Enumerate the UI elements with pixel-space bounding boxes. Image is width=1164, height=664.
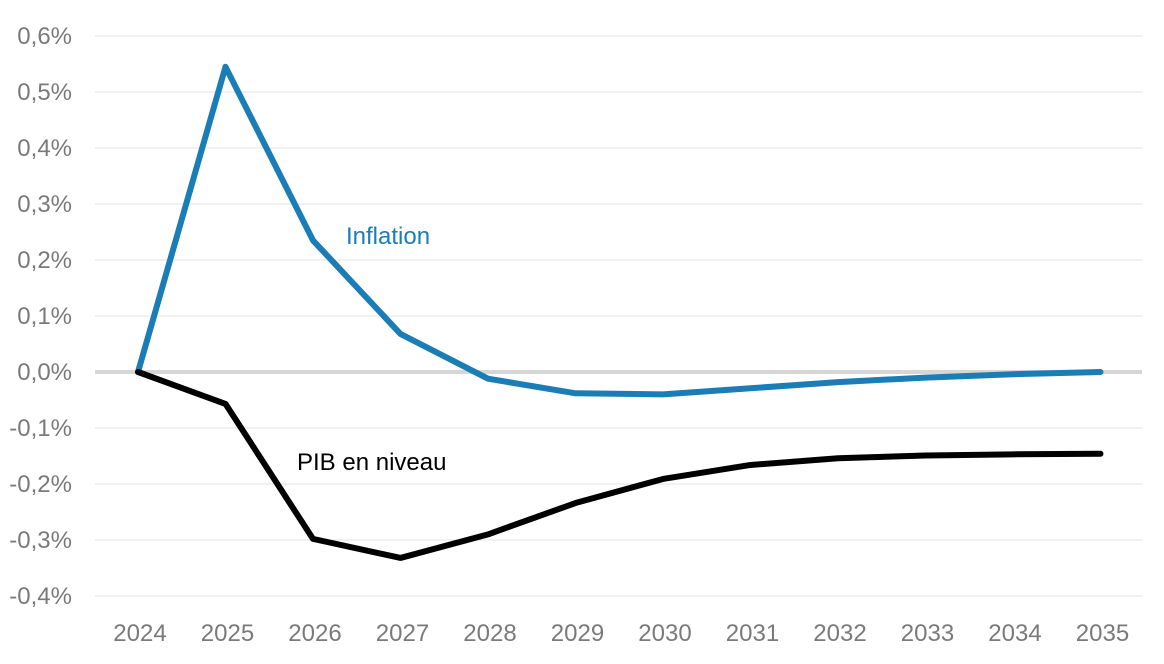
x-tick-label: 2025 (201, 620, 254, 647)
y-axis: 0,6% 0,5% 0,4% 0,3% 0,2% 0,1% 0,0% -0,1% -0,2% -0… (9, 23, 72, 610)
x-tick-label: 2030 (638, 620, 691, 647)
x-tick-label: 2035 (1076, 620, 1129, 647)
series-line-inflation (135, 63, 1104, 398)
y-tick-label: 0,5% (17, 79, 72, 106)
x-tick-label: 2031 (726, 620, 779, 647)
x-tick-label: 2028 (463, 620, 516, 647)
y-tick-label: 0,2% (17, 247, 72, 274)
x-tick-label: 2024 (113, 620, 166, 647)
y-tick-label: 0,4% (17, 135, 72, 162)
y-tick-label: 0,3% (17, 191, 72, 218)
x-tick-label: 2026 (288, 620, 341, 647)
series-label-inflation: Inflation (346, 223, 430, 250)
x-tick-label: 2033 (901, 620, 954, 647)
x-tick-label: 2029 (551, 620, 604, 647)
y-tick-label: 0,6% (17, 23, 72, 50)
y-tick-label: 0,0% (17, 359, 72, 386)
series-label-pib-en-niveau: PIB en niveau (297, 449, 446, 476)
x-tick-label: 2034 (988, 620, 1041, 647)
y-tick-label: -0,4% (9, 583, 72, 610)
y-tick-label: 0,1% (17, 303, 72, 330)
y-tick-label: -0,1% (9, 415, 72, 442)
series-line-pib-en-niveau (135, 369, 1104, 561)
y-tick-label: -0,2% (9, 471, 72, 498)
x-tick-label: 2027 (376, 620, 429, 647)
series-lines (135, 63, 1104, 561)
x-tick-label: 2032 (813, 620, 866, 647)
x-axis: 2024 2025 2026 2027 2028 2029 2030 2031 2032 2033… (113, 620, 1129, 647)
y-tick-label: -0,3% (9, 527, 72, 554)
